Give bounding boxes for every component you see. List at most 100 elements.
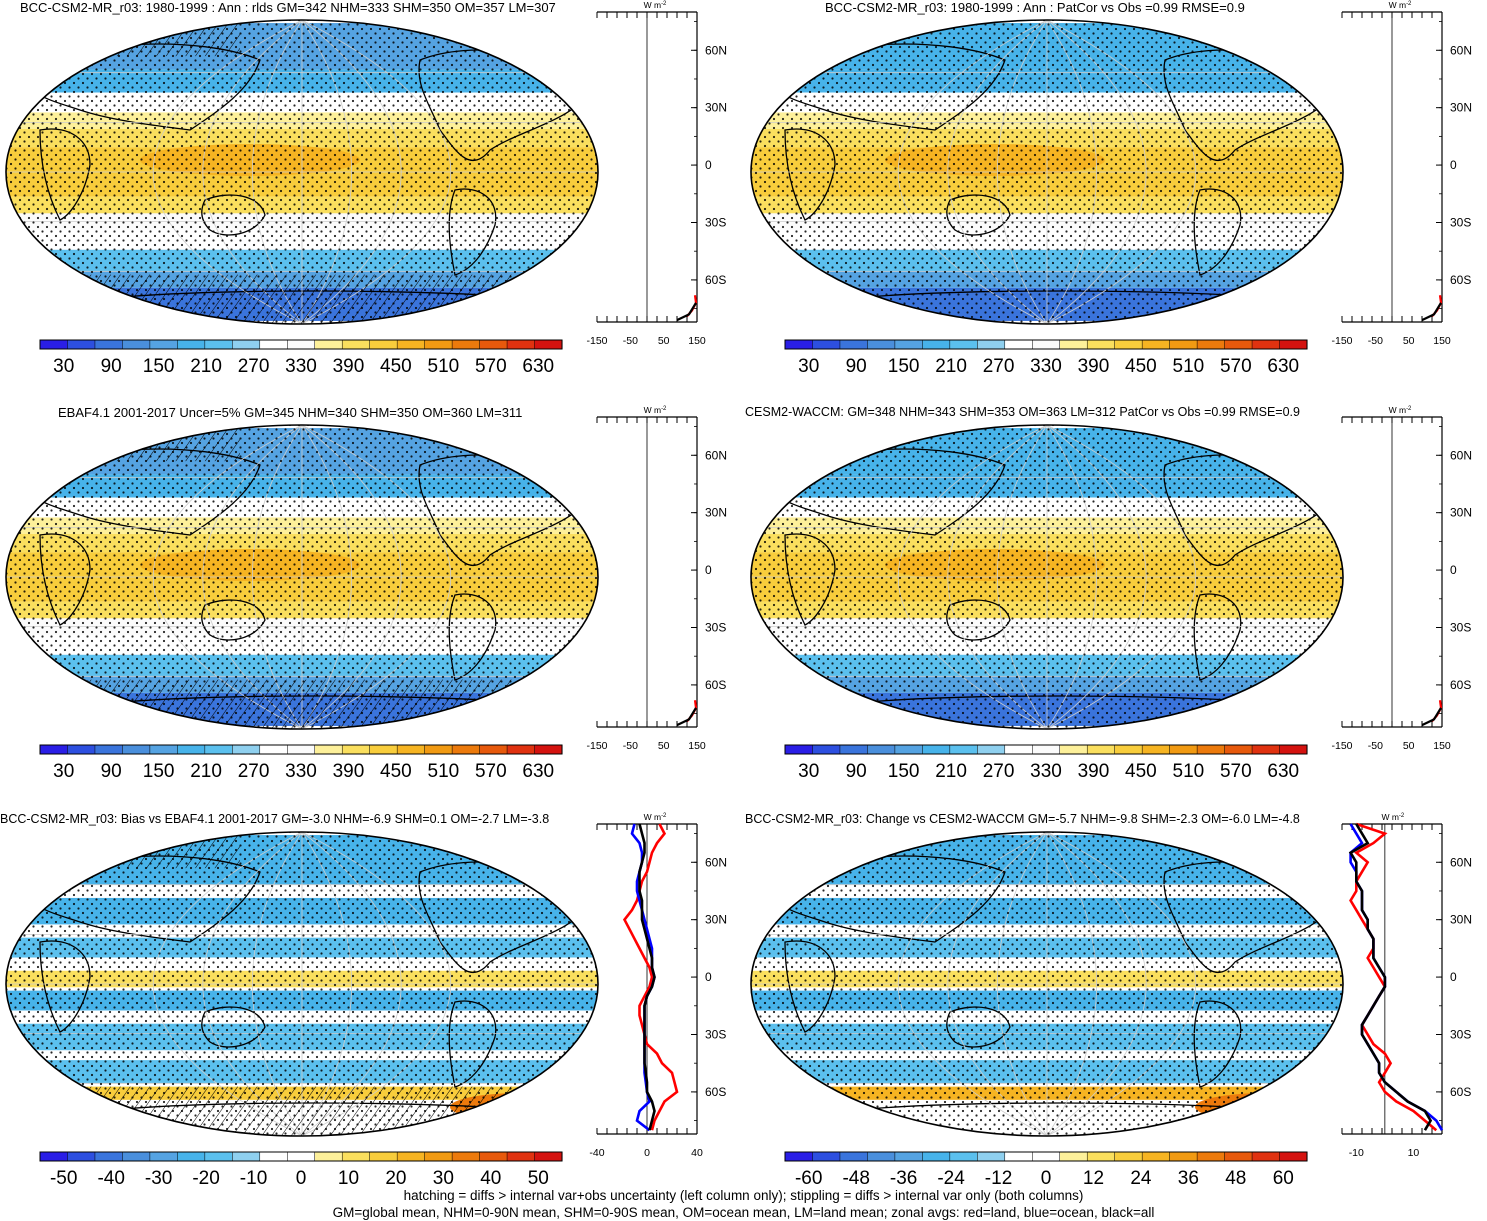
colorbar-tick-label: 330 xyxy=(1030,761,1062,782)
zonal-lat-label: 60N xyxy=(705,448,727,462)
colorbar-tick-label: 630 xyxy=(1267,761,1299,782)
colorbar-tick-label: 30 xyxy=(433,1168,454,1189)
colorbar-tick-label: 30 xyxy=(53,761,74,782)
colorbar: 30 90 150 210 270 330 390 450 510 570 630 xyxy=(39,339,563,377)
colorbar-tick-label: 510 xyxy=(1173,761,1205,782)
zonal-lat-label: 0 xyxy=(1450,970,1457,984)
zonal-unit-exponent: -2 xyxy=(1406,1,1412,7)
zonal-lat-label: 60N xyxy=(1450,855,1472,869)
zonal-lat-label: 60N xyxy=(705,43,727,57)
colorbar-tick-label: 570 xyxy=(475,761,507,782)
zonal-lat-label: 30N xyxy=(705,913,727,927)
zonal-unit-exponent: -2 xyxy=(661,1,667,7)
zonal-lat-label: 30S xyxy=(1450,215,1471,229)
panel-title: BCC-CSM2-MR_r03: 1980-1999 : Ann : rlds … xyxy=(20,0,556,15)
zonal-all-line xyxy=(676,302,697,322)
colorbar-tick-label: 570 xyxy=(1220,761,1252,782)
panel-title: BCC-CSM2-MR_r03: Change vs CESM2-WACCM G… xyxy=(745,812,1300,826)
stippling-overlay xyxy=(751,20,1343,324)
zonal-average-plot: -10 10 W m-2 60N 30N 0 30S 60S xyxy=(1341,812,1472,1159)
zonal-x-tick-label: -150 xyxy=(1331,335,1352,347)
panel-mid-left: EBAF4.1 2001-2017 Uncer=5% GM=345 NHM=34… xyxy=(0,405,740,805)
colorbar-tick-label: 450 xyxy=(380,761,412,782)
global-map xyxy=(750,424,1344,730)
zonal-lat-label: 60N xyxy=(1450,43,1472,57)
colorbar-tick-label: 30 xyxy=(53,356,74,377)
colorbar-tick-label: 510 xyxy=(1173,356,1205,377)
colorbar-tick-label: 40 xyxy=(480,1168,501,1189)
zonal-lat-label: 30S xyxy=(705,620,726,634)
zonal-lat-label: 30S xyxy=(705,1027,726,1041)
colorbar-tick-label: 48 xyxy=(1225,1168,1246,1189)
colorbar-tick-label: 330 xyxy=(285,761,317,782)
zonal-unit-label: W m-2 xyxy=(644,0,667,10)
colorbar-tick-label: -50 xyxy=(50,1168,77,1189)
colorbar-tick-label: 630 xyxy=(1267,356,1299,377)
zonal-x-tick-label: 150 xyxy=(1433,740,1451,752)
zonal-average-plot: -150 -50 50 150 W m-2 60N 30N 0 30S 60S xyxy=(586,0,727,347)
zonal-unit-label: W m-2 xyxy=(1381,812,1404,822)
colorbar-tick-label: 150 xyxy=(888,356,920,377)
colorbar-tick-label: 150 xyxy=(888,761,920,782)
zonal-unit-exponent: -2 xyxy=(1399,813,1405,819)
zonal-x-tick-label: -150 xyxy=(586,740,607,752)
panel-title: BCC-CSM2-MR_r03: 1980-1999 : Ann : PatCo… xyxy=(825,0,1245,15)
colorbar-tick-label: 90 xyxy=(101,356,122,377)
stippling-overlay xyxy=(6,425,598,729)
zonal-lat-label: 60S xyxy=(705,1085,726,1099)
zonal-lat-label: 60S xyxy=(1450,1085,1471,1099)
zonal-x-tick-label: -50 xyxy=(1368,335,1383,347)
zonal-lat-label: 0 xyxy=(1450,563,1457,577)
zonal-average-plot: -40 0 40 W m-2 60N 30N 0 30S 60S xyxy=(589,812,727,1159)
zonal-x-tick-label: -150 xyxy=(586,335,607,347)
colorbar-frame xyxy=(784,1151,1308,1162)
stippling-overlay xyxy=(751,832,1343,1136)
colorbar-tick-label: 450 xyxy=(380,356,412,377)
colorbar: 30 90 150 210 270 330 390 450 510 570 630 xyxy=(39,744,563,782)
zonal-lat-label: 60S xyxy=(705,678,726,692)
colorbar-tick-label: 570 xyxy=(1220,356,1252,377)
colorbar-tick-label: -24 xyxy=(937,1168,965,1189)
zonal-lat-label: 30N xyxy=(1450,506,1472,520)
colorbar-tick-label: 270 xyxy=(983,761,1015,782)
global-map xyxy=(5,831,599,1137)
colorbar-tick-label: 12 xyxy=(1083,1168,1104,1189)
colorbar-tick-label: 36 xyxy=(1178,1168,1199,1189)
zonal-lat-label: 0 xyxy=(705,158,712,172)
colorbar-frame xyxy=(39,744,563,755)
panel-top-right: BCC-CSM2-MR_r03: 1980-1999 : Ann : PatCo… xyxy=(745,0,1485,400)
zonal-lat-label: 30S xyxy=(705,215,726,229)
zonal-x-tick-label: 50 xyxy=(1403,740,1415,752)
panel-mid-right: CESM2-WACCM: GM=348 NHM=343 SHM=353 OM=3… xyxy=(745,405,1485,805)
zonal-lat-label: 30N xyxy=(1450,913,1472,927)
zonal-unit-exponent: -2 xyxy=(1406,406,1412,412)
colorbar-tick-label: 30 xyxy=(798,761,819,782)
panel-title: EBAF4.1 2001-2017 Uncer=5% GM=345 NHM=34… xyxy=(58,405,523,420)
zonal-lat-label: 30S xyxy=(1450,620,1471,634)
colorbar-tick-label: 270 xyxy=(983,356,1015,377)
zonal-land-line xyxy=(622,823,679,1131)
map-border xyxy=(5,831,599,1137)
colorbar-tick-label: 60 xyxy=(1273,1168,1294,1189)
colorbar-tick-label: 330 xyxy=(1030,356,1062,377)
zonal-lat-label: 60N xyxy=(705,855,727,869)
colorbar-tick-label: -48 xyxy=(842,1168,869,1189)
zonal-all-line xyxy=(1421,707,1442,727)
colorbar-tick-label: 270 xyxy=(238,356,270,377)
panel-bottom-right: BCC-CSM2-MR_r03: Change vs CESM2-WACCM G… xyxy=(745,812,1485,1212)
colorbar-tick-label: 630 xyxy=(522,761,554,782)
colorbar-tick-label: -20 xyxy=(192,1168,219,1189)
zonal-all-line xyxy=(1348,823,1433,1131)
zonal-lat-label: 0 xyxy=(705,970,712,984)
zonal-x-tick-label: -150 xyxy=(1331,740,1352,752)
zonal-unit-label: W m-2 xyxy=(644,405,667,415)
colorbar-tick-label: -36 xyxy=(890,1168,917,1189)
colorbar-tick-label: 90 xyxy=(101,761,122,782)
stippling-overlay xyxy=(6,20,598,324)
colorbar-tick-label: 24 xyxy=(1130,1168,1152,1189)
zonal-lat-label: 30N xyxy=(705,101,727,115)
colorbar-frame xyxy=(784,339,1308,350)
zonal-x-tick-label: 0 xyxy=(644,1147,650,1159)
colorbar: 30 90 150 210 270 330 390 450 510 570 630 xyxy=(784,339,1308,377)
zonal-average-plot: -150 -50 50 150 W m-2 60N 30N 0 30S 60S xyxy=(1331,0,1472,347)
